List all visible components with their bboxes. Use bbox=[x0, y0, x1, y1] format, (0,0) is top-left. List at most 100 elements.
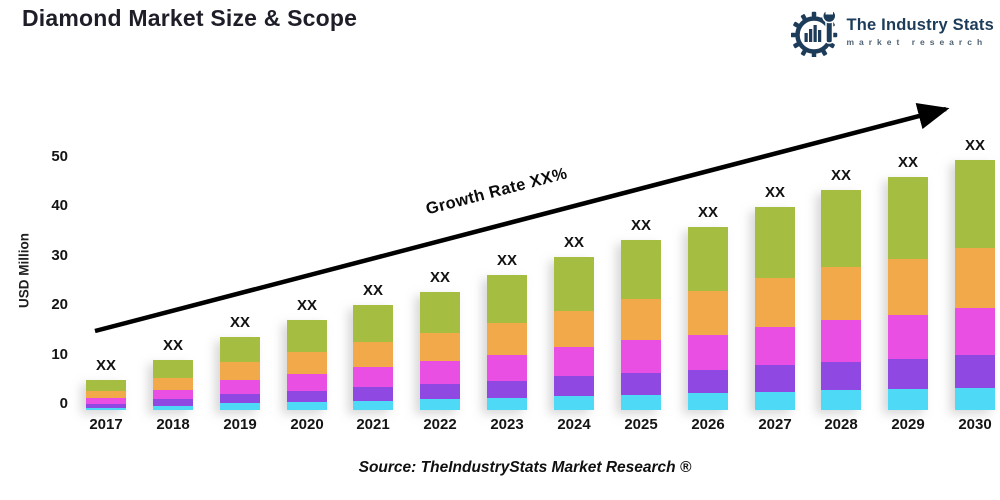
magenta-segment bbox=[86, 398, 126, 404]
purple-segment bbox=[821, 361, 861, 390]
stacked-bar-2017 bbox=[86, 380, 126, 410]
green-segment bbox=[353, 305, 393, 342]
green-segment bbox=[621, 240, 661, 299]
y-axis-tick-label: 50 bbox=[51, 147, 68, 165]
magenta-segment bbox=[487, 355, 527, 381]
cyan-segment bbox=[955, 387, 995, 410]
orange-segment bbox=[888, 258, 928, 315]
cyan-segment bbox=[487, 398, 527, 410]
orange-segment bbox=[86, 391, 126, 398]
magenta-segment bbox=[955, 307, 995, 355]
bar-value-label: XX bbox=[95, 357, 116, 374]
green-segment bbox=[86, 380, 126, 391]
bar-value-label: XX bbox=[897, 154, 918, 171]
orange-segment bbox=[353, 342, 393, 367]
purple-segment bbox=[153, 399, 193, 406]
green-segment bbox=[287, 320, 327, 352]
x-axis-label: 2017 bbox=[89, 416, 123, 433]
stacked-bar-2024 bbox=[554, 257, 594, 410]
bar-value-label: XX bbox=[162, 337, 183, 354]
x-axis-label: 2028 bbox=[824, 416, 858, 433]
cyan-segment bbox=[86, 407, 126, 410]
x-axis-label: 2023 bbox=[490, 416, 524, 433]
cyan-segment bbox=[554, 396, 594, 410]
cyan-segment bbox=[287, 402, 327, 410]
x-axis-label: 2019 bbox=[223, 416, 257, 433]
y-axis-tick-label: 20 bbox=[51, 296, 68, 313]
purple-segment bbox=[353, 387, 393, 401]
x-axis-label: 2022 bbox=[423, 416, 457, 433]
bar-value-label: XX bbox=[764, 184, 785, 201]
x-axis-label: 2025 bbox=[624, 416, 658, 433]
cyan-segment bbox=[420, 399, 460, 410]
purple-segment bbox=[554, 376, 594, 396]
orange-segment bbox=[287, 352, 327, 374]
bar-value-label: XX bbox=[362, 282, 383, 299]
bar-value-label: XX bbox=[697, 204, 718, 221]
green-segment bbox=[420, 292, 460, 333]
cyan-segment bbox=[153, 405, 193, 410]
stacked-bar-2029 bbox=[888, 177, 928, 410]
orange-segment bbox=[688, 291, 728, 335]
purple-segment bbox=[755, 365, 795, 392]
purple-segment bbox=[888, 358, 928, 389]
green-segment bbox=[755, 207, 795, 278]
magenta-segment bbox=[353, 367, 393, 387]
green-segment bbox=[821, 190, 861, 267]
orange-segment bbox=[487, 322, 527, 355]
stacked-bar-2018 bbox=[153, 360, 193, 410]
x-axis-label: 2020 bbox=[290, 416, 324, 433]
logo-text: The Industry Stats market research bbox=[846, 17, 994, 47]
stacked-bar-2028 bbox=[821, 190, 861, 410]
y-axis-tick-label: 0 bbox=[59, 395, 68, 412]
purple-segment bbox=[621, 372, 661, 395]
x-axis-label: 2027 bbox=[758, 416, 792, 433]
x-axis-label: 2030 bbox=[958, 416, 992, 433]
stacked-bar-2022 bbox=[420, 292, 460, 410]
x-axis-label: 2018 bbox=[156, 416, 190, 433]
magenta-segment bbox=[220, 379, 260, 394]
cyan-segment bbox=[353, 400, 393, 410]
stacked-bar-2025 bbox=[621, 240, 661, 410]
x-axis-label: 2021 bbox=[356, 416, 390, 433]
cyan-segment bbox=[688, 393, 728, 410]
stacked-bar-2020 bbox=[287, 320, 327, 410]
magenta-segment bbox=[153, 389, 193, 399]
orange-segment bbox=[153, 377, 193, 390]
source-attribution: Source: TheIndustryStats Market Research… bbox=[358, 459, 692, 476]
bar-value-label: XX bbox=[630, 217, 651, 234]
magenta-segment bbox=[755, 326, 795, 365]
stacked-bar-2026 bbox=[688, 227, 728, 410]
purple-segment bbox=[688, 369, 728, 393]
industry-stats-logo: The Industry Stats market research bbox=[791, 7, 994, 57]
magenta-segment bbox=[554, 347, 594, 376]
stacked-bar-2030 bbox=[955, 160, 995, 410]
green-segment bbox=[153, 360, 193, 378]
stacked-bar-2019 bbox=[220, 337, 260, 410]
orange-segment bbox=[955, 247, 995, 308]
green-segment bbox=[888, 177, 928, 259]
orange-segment bbox=[755, 278, 795, 327]
orange-segment bbox=[420, 333, 460, 361]
orange-segment bbox=[220, 362, 260, 380]
stacked-bar-2023 bbox=[487, 275, 527, 410]
x-axis-label: 2029 bbox=[891, 416, 925, 433]
green-segment bbox=[955, 160, 995, 248]
bar-value-label: XX bbox=[429, 269, 450, 286]
page-title: Diamond Market Size & Scope bbox=[22, 5, 358, 31]
purple-segment bbox=[86, 403, 126, 408]
orange-segment bbox=[821, 266, 861, 320]
x-axis-label: 2026 bbox=[691, 416, 725, 433]
bar-value-label: XX bbox=[830, 167, 851, 184]
purple-segment bbox=[420, 383, 460, 399]
purple-segment bbox=[955, 355, 995, 388]
bar-value-label: XX bbox=[229, 314, 250, 331]
gear-wrench-bars-icon bbox=[791, 7, 838, 57]
purple-segment bbox=[487, 380, 527, 398]
logo-tagline: market research bbox=[846, 36, 988, 47]
y-axis-tick-label: 10 bbox=[51, 345, 68, 363]
magenta-segment bbox=[621, 340, 661, 373]
cyan-segment bbox=[755, 391, 795, 410]
cyan-segment bbox=[220, 403, 260, 410]
y-axis-tick-label: 40 bbox=[51, 197, 68, 214]
